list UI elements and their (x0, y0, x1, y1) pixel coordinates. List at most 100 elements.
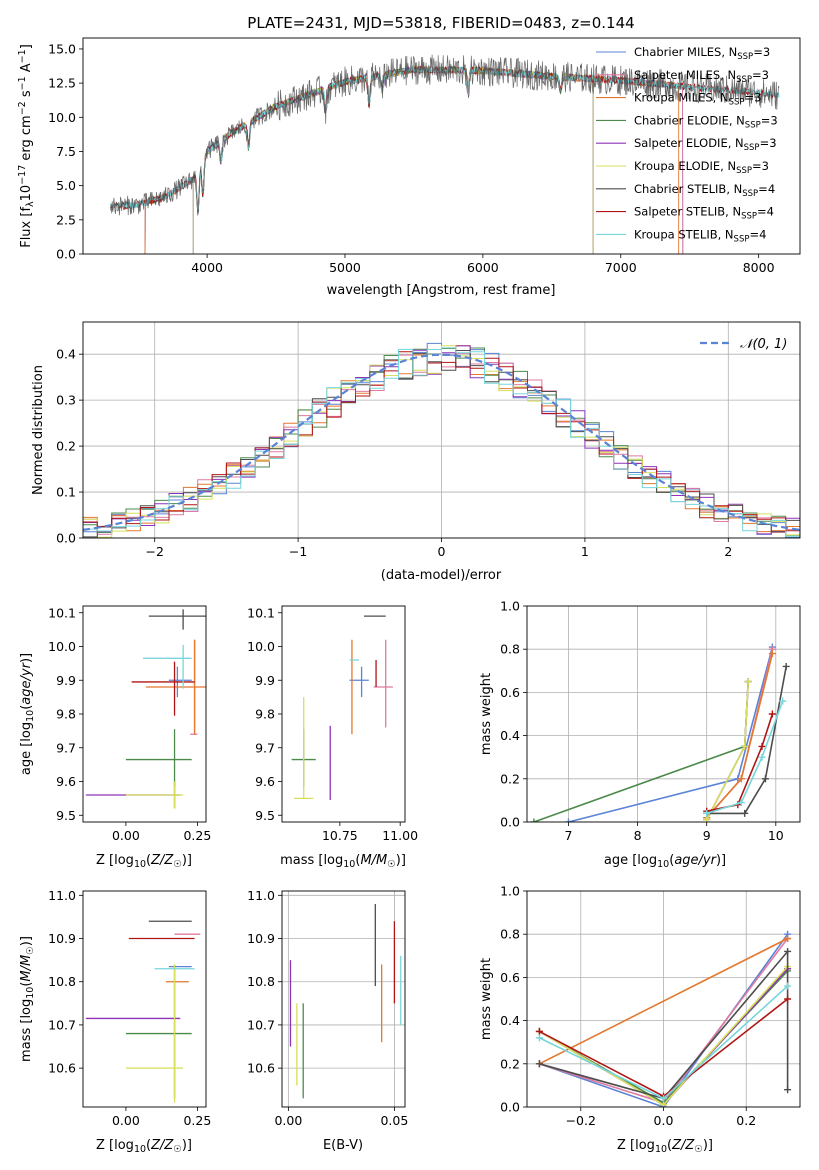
y-tick-label: 10.8 (48, 974, 76, 989)
label-part: ( (146, 853, 151, 868)
label-part: )] (182, 1138, 192, 1153)
y-tick-label: 9.9 (255, 673, 275, 688)
plot-area (282, 891, 405, 1107)
legend-sub: SSP (741, 212, 757, 222)
series-line-kroupa-miles (144, 65, 680, 254)
y-tick-label: 9.5 (255, 808, 275, 823)
y-tick-label: 1.0 (500, 884, 520, 899)
y-tick-label: 11.0 (48, 888, 76, 903)
series-marker (779, 697, 787, 705)
series-line-chabrier-miles (144, 65, 684, 254)
series-kroupa-stelib (703, 697, 787, 817)
x-axis-label: wavelength [Angstrom, rest frame] (327, 283, 556, 298)
y-tick-label: 9.6 (56, 774, 76, 789)
series-line-kroupa-elodie (192, 64, 594, 254)
legend-entry: Salpeter MILES, NSSP=3 (634, 68, 769, 85)
series-marker (782, 662, 790, 670)
legend-nssp: 3 (762, 159, 769, 173)
y-tick-label: 7.5 (56, 144, 76, 159)
y-tick-label: 1.0 (500, 599, 520, 614)
x-tick-label: 4000 (191, 260, 223, 275)
label-part: 10 (343, 859, 355, 870)
series-line (706, 666, 787, 815)
x-tick-label: 1 (581, 544, 589, 559)
legend-entry: Chabrier STELIB, NSSP=4 (634, 182, 775, 199)
label-part: ☉ (25, 946, 36, 955)
y-tick-label: 10.7 (247, 1017, 275, 1032)
y-tick-label: 10.0 (247, 639, 275, 654)
label-part: M/M (360, 853, 387, 868)
y-tick-label: 0.0 (56, 531, 76, 546)
label-part: erg cm (19, 115, 34, 164)
series-line-salpeter-miles (144, 65, 684, 254)
label-part: ( (669, 853, 674, 868)
legend-sep: , N (713, 91, 729, 105)
errorbar-chabrier-miles (349, 666, 369, 698)
series-marker (660, 1101, 667, 1107)
series-marker (741, 742, 749, 750)
y-tick-label: 0.4 (500, 1013, 520, 1028)
errorbar-chabrier-stelib (148, 609, 206, 630)
series-marker (660, 1094, 667, 1102)
x-tick-label: 0.2 (736, 1113, 756, 1128)
legend-series-name: Salpeter STELIB (634, 205, 725, 219)
x-tick-label: 10 (768, 828, 784, 843)
legend-nssp: 3 (763, 45, 770, 59)
series-marker (761, 775, 769, 783)
x-axis-label: Z [log10(Z/Z☉)] (617, 1138, 713, 1155)
series-chabrier-stelib (703, 662, 790, 817)
series-line (705, 681, 749, 821)
x-tick-label: 0.0 (654, 1113, 674, 1128)
series-marker (784, 982, 792, 990)
legend-eq: = (760, 136, 770, 150)
label-part: )] (182, 853, 192, 868)
y-tick-label: 9.9 (56, 673, 76, 688)
errorbar-salpeter-miles (373, 639, 393, 728)
y-tick-label: 0.2 (500, 1056, 520, 1071)
label-part: ( (146, 1138, 151, 1153)
y-tick-label: 0.2 (500, 771, 520, 786)
y-tick-label: 15.0 (48, 41, 76, 56)
x-tick-label: 0.05 (380, 1113, 408, 1128)
label-part: ☉ (694, 1144, 703, 1155)
series-salpeter-stelib (703, 710, 776, 815)
series-marker (784, 935, 792, 943)
legend-sep: , N (729, 113, 745, 127)
legend-series-name: Chabrier ELODIE (634, 113, 729, 127)
x-tick-label: 8 (634, 828, 642, 843)
plot-area (85, 920, 201, 1103)
chart-age_vs_mass: 10.75 11.00 9.5 9.6 9.7 9.8 9.9 10.0 10.1 mass [l… (247, 605, 418, 870)
label-part: Z [log (96, 1138, 134, 1153)
legend-entry: Chabrier MILES, NSSP=3 (634, 45, 770, 62)
legend-series-name: Chabrier STELIB (634, 182, 726, 196)
legend-series-name: Kroupa MILES (634, 91, 713, 105)
label-part: ( (19, 982, 34, 987)
y-axis-label: mass weight (479, 673, 494, 755)
y-tick-label: 0.0 (500, 1100, 520, 1115)
legend-eq: = (758, 182, 768, 196)
series-kroupa-elodie (703, 678, 752, 822)
legend-series-name: Kroupa STELIB (634, 227, 718, 241)
label-part: age/yr (674, 853, 717, 868)
legend-entry: Chabrier ELODIE, NSSP=3 (634, 113, 778, 130)
x-axis-label: age [log10(age/yr)] (604, 853, 726, 870)
x-tick-label: 2 (724, 544, 732, 559)
series-marker (737, 775, 745, 783)
legend-eq: = (752, 68, 762, 82)
y-tick-label: 0.6 (500, 685, 520, 700)
label-part: −2 (17, 101, 28, 115)
y-tick-label: 9.7 (56, 740, 76, 755)
series-marker (758, 753, 766, 761)
legend-entry: Salpeter ELODIE, NSSP=3 (634, 136, 777, 153)
y-tick-label: 10.1 (247, 605, 275, 620)
label-part: ] (19, 44, 34, 49)
y-tick-label: 0.0 (500, 815, 520, 830)
legend-sub: SSP (736, 75, 752, 85)
x-axis-label: E(B-V) (323, 1138, 363, 1153)
series-marker (784, 947, 792, 955)
axes-frame (82, 37, 801, 255)
errorbar-kroupa-stelib (143, 644, 192, 689)
y-tick-label: 0.3 (56, 393, 76, 408)
legend-eq: = (757, 205, 767, 219)
legend-sep: , N (721, 45, 737, 59)
